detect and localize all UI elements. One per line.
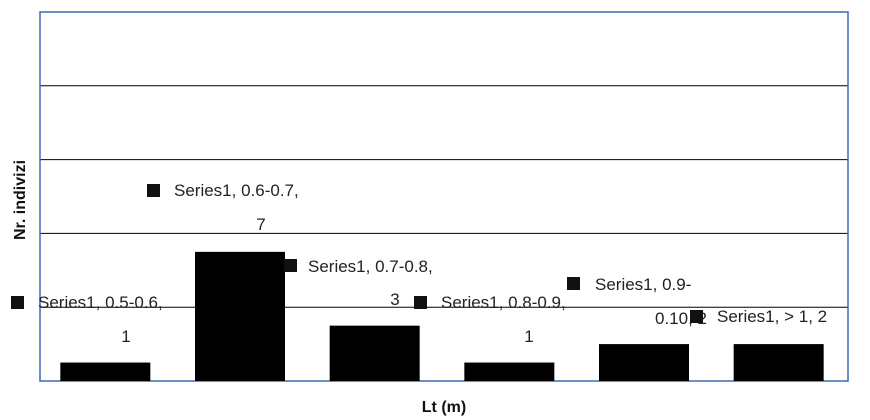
bar-6	[733, 344, 824, 381]
data-label-line2: 1	[524, 327, 533, 346]
gridlines	[40, 85, 848, 308]
data-label-line2: 3	[390, 290, 399, 309]
y-axis-title: Nr. indivizi	[12, 160, 29, 240]
bar-1	[60, 362, 151, 381]
data-label-line1: Series1, 0.6-0.7,	[174, 181, 299, 200]
data-label-key-square	[414, 296, 427, 309]
x-axis-title: Lt (m)	[422, 399, 466, 416]
data-label-key-square	[690, 310, 703, 323]
data-label-key-square	[284, 259, 297, 272]
data-label-key-square	[11, 296, 24, 309]
data-label-line1: Series1, 0.7-0.8,	[308, 257, 433, 276]
plot-area-frame	[39, 11, 849, 382]
data-label-line1: Series1, 0.8-0.9,	[441, 293, 566, 312]
bar-4	[464, 362, 555, 381]
bar-3	[329, 325, 420, 381]
data-label-line2: 7	[256, 215, 265, 234]
data-label-key-square	[567, 277, 580, 290]
data-label-line1: Series1, 0.9-	[595, 275, 691, 294]
data-labels: Series1, 0.5-0.6, 1 Series1, 0.6-0.7, 7 Seri…	[11, 181, 827, 346]
bar-5	[599, 344, 689, 381]
bars	[60, 251, 824, 381]
data-label-line2: 1	[121, 327, 130, 346]
data-label-line1: Series1, > 1, 2	[717, 307, 827, 326]
data-label-line1: Series1, 0.5-0.6,	[38, 293, 163, 312]
bar-2	[195, 251, 285, 381]
data-label-key-square	[147, 184, 160, 197]
